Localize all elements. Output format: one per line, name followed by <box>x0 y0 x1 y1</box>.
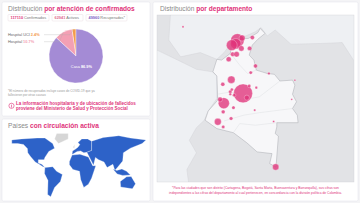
panel-title: Distribución por atención de confirmados <box>8 5 135 13</box>
districts-note: independientes a las cifras del departam… <box>169 191 342 195</box>
title-lead: Distribución <box>8 5 44 12</box>
department-bubble <box>221 82 225 86</box>
department-bubble <box>272 164 278 170</box>
department-bubble <box>233 93 236 96</box>
footnote: fallecieron por otras causas <box>8 93 46 97</box>
stat-label: Activos <box>66 15 79 20</box>
hospital-note: proviene del Ministerio de Salud y Prote… <box>16 106 128 111</box>
title-emphasis: por atención de confirmados <box>44 5 135 13</box>
title-emphasis: por departamento <box>196 5 252 13</box>
slice-label: Casa86.9% <box>71 64 93 69</box>
info-icon <box>9 103 14 108</box>
country-region <box>45 167 63 197</box>
slice-category: Hospital <box>8 39 22 44</box>
department-bubble <box>250 35 254 39</box>
stat-label: Recuperados* <box>100 15 125 20</box>
country-region <box>87 136 146 171</box>
department-border <box>232 55 256 73</box>
department-bubble <box>218 97 223 102</box>
stat-chip <box>8 15 49 22</box>
stat-label: Confirmados <box>24 15 46 20</box>
department-bubble <box>273 120 275 122</box>
pie-slice <box>49 29 103 83</box>
department-bubble <box>244 95 249 100</box>
department-bubble <box>234 52 239 57</box>
department-bubble <box>268 72 271 75</box>
department-bubble <box>226 40 237 51</box>
department-bubble <box>239 46 244 51</box>
map-frame <box>157 15 354 182</box>
slice-value: 10.7% <box>23 39 35 44</box>
info-icon-bar <box>11 105 12 108</box>
department-bubble <box>228 76 236 84</box>
slice-category: Hospital UCI <box>8 32 30 37</box>
department-bubble <box>248 84 251 87</box>
panel <box>2 119 150 201</box>
country-region <box>55 133 69 143</box>
department-bubble <box>221 110 225 114</box>
department-bubble <box>249 71 252 74</box>
pie <box>49 29 103 83</box>
department-bubble <box>232 106 235 109</box>
leader-line <box>44 32 63 42</box>
map-layer <box>157 15 354 182</box>
world-map <box>12 133 146 196</box>
department-bubble <box>254 109 256 111</box>
department-bubble <box>214 118 221 125</box>
department-bubble <box>255 86 258 89</box>
title-emphasis: con circulación activa <box>30 122 99 129</box>
department-bubble <box>182 26 184 28</box>
department-bubble <box>234 84 253 103</box>
country-region <box>73 145 75 149</box>
department-bubble <box>247 46 251 50</box>
department-bubble <box>291 98 293 100</box>
slice-label: Hospital UCI2.4% <box>8 32 40 37</box>
department-bubble <box>229 117 233 121</box>
country-region <box>120 176 135 188</box>
department-bubble <box>253 64 257 68</box>
slice-value: 86.9% <box>81 64 93 69</box>
department-bubble <box>229 93 232 96</box>
department-border <box>224 109 293 122</box>
stat-chip <box>86 15 127 22</box>
department-bubble <box>294 79 296 81</box>
info-icon-dot <box>11 103 13 105</box>
department-bubble <box>222 125 225 128</box>
neighbor-land <box>157 15 354 182</box>
panel <box>2 2 150 116</box>
department-bubble <box>230 88 233 91</box>
slice-value: 2.4% <box>31 32 40 37</box>
stat-chip <box>52 15 83 22</box>
department-bubble <box>239 35 245 41</box>
districts-note: *Para las ciudades que son distrito (Car… <box>172 186 339 190</box>
country-region <box>113 169 130 175</box>
stat-text: 49960Recuperados* <box>89 15 126 20</box>
panel <box>153 2 358 201</box>
slice-category: Casa <box>71 64 81 69</box>
leader-line <box>44 29 74 35</box>
dashboard: Distribución por atención de confirmados… <box>0 0 360 203</box>
department-border <box>233 123 276 133</box>
stat-value: 117110 <box>11 15 24 20</box>
department-bubble <box>226 57 231 62</box>
panel-title: Distribución por departamento <box>160 5 252 13</box>
stat-value: 62941 <box>55 15 67 20</box>
title-lead: Países <box>8 122 30 129</box>
department-bubble <box>218 98 229 109</box>
slice-label: Hospital10.7% <box>8 39 35 44</box>
colombia <box>205 28 298 167</box>
stat-text: 117110Confirmados <box>11 15 47 20</box>
stat-text: 62941Activos <box>55 15 79 20</box>
title-lead: Distribución <box>160 5 196 12</box>
stat-value: 49960 <box>89 15 100 20</box>
panel-title: Países con circulación activa <box>8 122 99 129</box>
country-region <box>12 138 55 168</box>
